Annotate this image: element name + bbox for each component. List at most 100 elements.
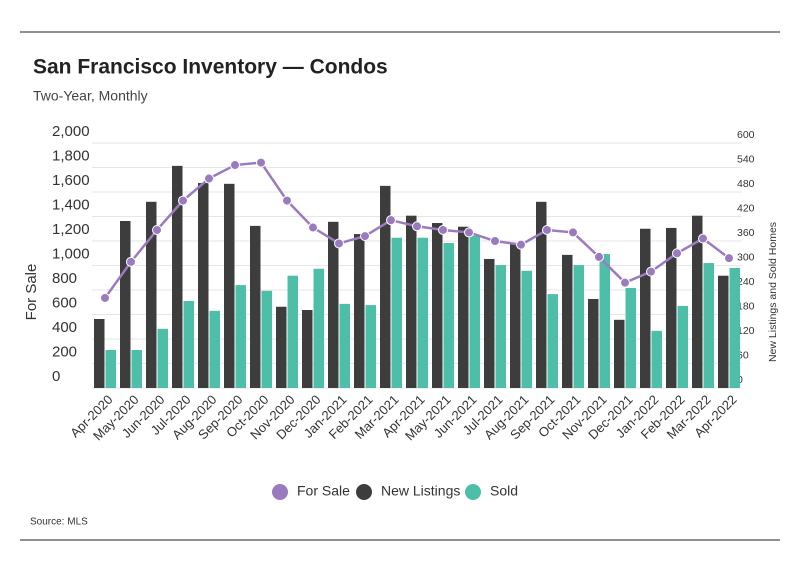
bar — [406, 215, 417, 388]
legend-marker — [272, 484, 288, 500]
bar — [510, 243, 521, 388]
bar — [302, 310, 313, 388]
y-tick-label: 1,200 — [52, 221, 90, 238]
line-point — [620, 277, 630, 288]
chart-title: San Francisco Inventory — Condos — [33, 56, 388, 79]
bar — [573, 265, 584, 388]
bar — [614, 319, 625, 388]
y-tick-label: 200 — [52, 343, 77, 360]
line-point — [178, 195, 188, 206]
bar — [250, 225, 261, 388]
bar — [417, 237, 428, 388]
legend-label: New Listings — [381, 483, 460, 499]
bar — [432, 223, 443, 388]
bar — [120, 220, 131, 388]
line-point — [282, 195, 292, 206]
bar — [677, 305, 688, 388]
bar — [146, 201, 157, 388]
line-point — [646, 266, 656, 277]
bar — [562, 254, 573, 388]
bar — [729, 267, 740, 388]
bar — [443, 243, 454, 388]
y-tick-label: 1,000 — [52, 245, 90, 262]
bar — [94, 318, 105, 388]
bar — [313, 268, 324, 388]
bar — [183, 301, 194, 388]
line-point — [438, 224, 448, 235]
bar — [198, 183, 209, 388]
line-point — [230, 160, 240, 171]
bar — [235, 285, 246, 388]
bar — [391, 237, 402, 388]
legend-label: Sold — [490, 483, 518, 499]
line-point — [412, 221, 422, 232]
bar — [484, 258, 495, 388]
line-point — [542, 224, 552, 235]
bar — [703, 263, 714, 388]
bar — [536, 201, 547, 388]
y-tick-label: 1,600 — [52, 172, 90, 189]
bar — [469, 235, 480, 388]
bar — [458, 226, 469, 388]
y2-tick-label: 420 — [737, 202, 755, 214]
line-point — [464, 227, 474, 238]
y-tick-label: 600 — [52, 294, 77, 311]
y2-tick-label: 240 — [737, 276, 755, 288]
bar — [692, 215, 703, 388]
y-tick-label: 1,400 — [52, 196, 90, 213]
line-point — [490, 236, 500, 246]
y2-tick-label: 300 — [737, 251, 755, 263]
bar — [354, 234, 365, 388]
line-point — [568, 227, 578, 238]
bar — [599, 254, 610, 388]
line-point — [100, 292, 110, 303]
line-point — [698, 233, 708, 244]
bar — [328, 221, 339, 388]
line-point — [360, 231, 370, 242]
line-point — [308, 222, 318, 233]
line-point — [256, 157, 266, 168]
bar — [547, 294, 558, 388]
line-point — [204, 173, 214, 184]
bar — [339, 303, 350, 388]
y2-tick-label: 60 — [737, 349, 749, 361]
source: Source: MLS — [30, 517, 88, 528]
bar — [495, 265, 506, 388]
bar — [380, 185, 391, 388]
legend-label: For Sale — [297, 483, 350, 499]
legend-marker — [465, 484, 481, 500]
bar — [287, 275, 298, 388]
bar — [651, 330, 662, 388]
bar — [640, 228, 651, 388]
line-point — [594, 251, 604, 262]
y-axis-title: For Sale — [23, 264, 40, 321]
line-point — [672, 248, 682, 259]
line-point — [724, 253, 734, 264]
bar — [666, 227, 677, 388]
y2-tick-label: 120 — [737, 325, 755, 337]
line-point — [152, 224, 162, 235]
chart-subtitle: Two-Year, Monthly — [33, 88, 148, 104]
bar — [157, 328, 168, 388]
bar — [521, 270, 532, 388]
y2-tick-label: 540 — [737, 153, 755, 165]
y2-tick-label: 480 — [737, 178, 755, 190]
legend-marker — [356, 484, 372, 500]
bar — [588, 298, 599, 388]
y-tick-label: 2,000 — [52, 123, 90, 140]
bar — [224, 183, 235, 388]
line-point — [516, 239, 526, 250]
bar — [105, 350, 116, 388]
bar — [718, 275, 729, 388]
y-tick-label: 0 — [52, 368, 60, 385]
bar — [365, 305, 376, 388]
line-point — [126, 256, 136, 267]
bar — [261, 290, 272, 388]
y2-tick-label: 600 — [737, 129, 755, 141]
y-tick-label: 1,800 — [52, 147, 90, 164]
bar — [131, 350, 142, 388]
line-point — [334, 238, 344, 249]
bar — [209, 310, 220, 388]
bar — [276, 306, 287, 388]
y-tick-label: 800 — [52, 270, 77, 287]
